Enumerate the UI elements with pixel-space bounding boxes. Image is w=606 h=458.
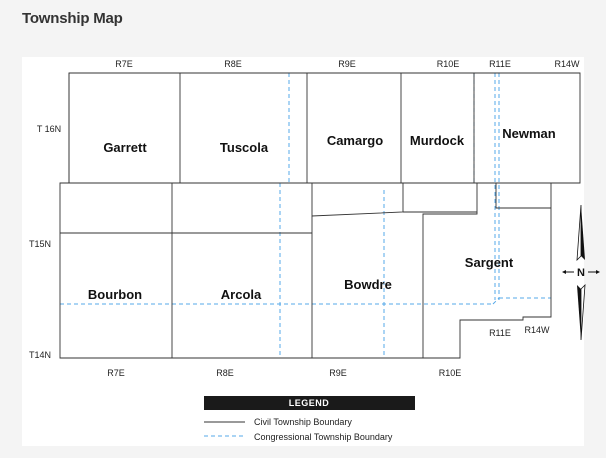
- township-tuscola: Tuscola: [220, 140, 269, 155]
- township-garrett: Garrett: [103, 140, 147, 155]
- page-title: Township Map: [22, 10, 123, 27]
- legend-congressional-label: Congressional Township Boundary: [254, 432, 393, 442]
- range-label-top: R11E: [489, 59, 511, 69]
- township-murdock: Murdock: [410, 133, 465, 148]
- range-label-top: R14W: [554, 59, 580, 69]
- legend-title: LEGEND: [289, 398, 330, 408]
- township-sargent: Sargent: [465, 255, 514, 270]
- tier-label: T15N: [29, 239, 51, 249]
- township-newman: Newman: [502, 126, 556, 141]
- civil-boundaries: [59, 72, 581, 359]
- legend-civil-label: Civil Township Boundary: [254, 417, 352, 427]
- north-label: N: [577, 267, 585, 279]
- range-label-bottom: R8E: [216, 368, 234, 378]
- congressional-boundaries: [60, 73, 551, 358]
- range-label-top: R9E: [338, 59, 356, 69]
- north-arrow-icon: N: [562, 204, 600, 341]
- tier-label: T14N: [29, 350, 51, 360]
- range-label-top: R7E: [115, 59, 133, 69]
- legend: LEGEND Civil Township Boundary Congressi…: [204, 396, 415, 442]
- township-arcola: Arcola: [221, 287, 262, 302]
- range-label-bottom: R7E: [107, 368, 125, 378]
- range-label-bottom: R10E: [439, 368, 462, 378]
- range-label-top: R10E: [437, 59, 460, 69]
- township-camargo: Camargo: [327, 133, 383, 148]
- range-label-right: R11E: [489, 328, 511, 338]
- map-panel: [22, 57, 584, 446]
- township-bowdre: Bowdre: [344, 277, 392, 292]
- tier-label: T 16N: [37, 124, 61, 134]
- range-label-bottom: R9E: [329, 368, 347, 378]
- township-bourbon: Bourbon: [88, 287, 142, 302]
- range-label-top: R8E: [224, 59, 242, 69]
- range-label-right: R14W: [524, 325, 550, 335]
- legend-header: [204, 396, 415, 410]
